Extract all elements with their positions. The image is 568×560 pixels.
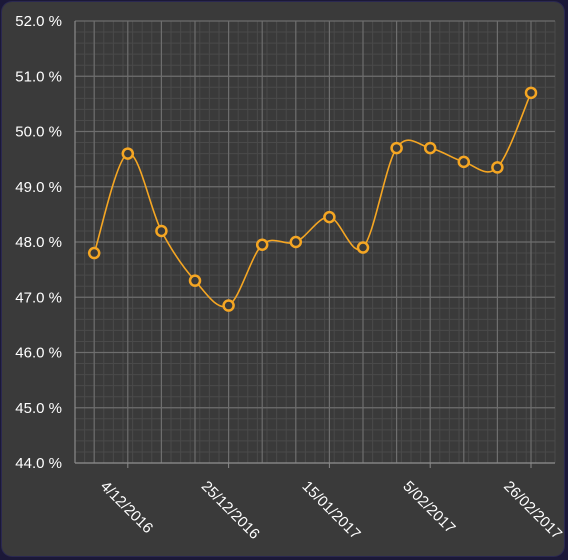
data-points xyxy=(87,86,538,312)
y-tick-label: 51.0 % xyxy=(15,68,62,85)
grid xyxy=(74,20,556,464)
y-tick-label: 49.0 % xyxy=(15,179,62,196)
data-point[interactable] xyxy=(423,141,437,155)
data-point[interactable] xyxy=(222,299,235,312)
y-tick-label: 45.0 % xyxy=(15,400,62,417)
x-axis-labels: 4/12/2016 25/12/2016 15/01/2017 5/02/2017 26… xyxy=(97,463,564,543)
x-tick-label: 15/01/2017 xyxy=(299,478,364,543)
data-point[interactable] xyxy=(356,241,370,254)
data-point[interactable] xyxy=(457,155,471,169)
y-tick-label: 52.0 % xyxy=(15,13,62,30)
data-point[interactable] xyxy=(188,274,202,287)
data-point[interactable] xyxy=(255,238,269,252)
data-point[interactable] xyxy=(491,161,504,174)
y-axis-labels: 44.0 % 45.0 % 46.0 % 47.0 % 48.0 % 49.0 % 50.0… xyxy=(15,13,62,472)
data-point[interactable] xyxy=(289,235,303,249)
x-tick-label: 25/12/2016 xyxy=(198,478,263,543)
y-tick-label: 48.0 % xyxy=(15,234,62,251)
y-tick-label: 46.0 % xyxy=(15,345,62,362)
data-point[interactable] xyxy=(323,210,336,224)
y-tick-label: 47.0 % xyxy=(15,289,62,306)
y-tick-label: 44.0 % xyxy=(15,455,62,472)
series-line xyxy=(93,92,532,308)
data-point[interactable] xyxy=(155,224,168,238)
x-tick-label: 5/02/2017 xyxy=(399,478,458,537)
chart-panel: 44.0 % 45.0 % 46.0 % 47.0 % 48.0 % 49.0 % 50.0… xyxy=(2,2,564,556)
y-tick-label: 50.0 % xyxy=(15,124,62,141)
data-point[interactable] xyxy=(87,246,101,260)
x-tick-label: 4/12/2016 xyxy=(97,478,156,537)
line-chart: 44.0 % 45.0 % 46.0 % 47.0 % 48.0 % 49.0 % 50.0… xyxy=(15,13,564,543)
data-point[interactable] xyxy=(390,141,403,155)
x-tick-label: 26/02/2017 xyxy=(500,478,564,543)
data-point[interactable] xyxy=(121,147,135,160)
data-point[interactable] xyxy=(524,86,538,100)
